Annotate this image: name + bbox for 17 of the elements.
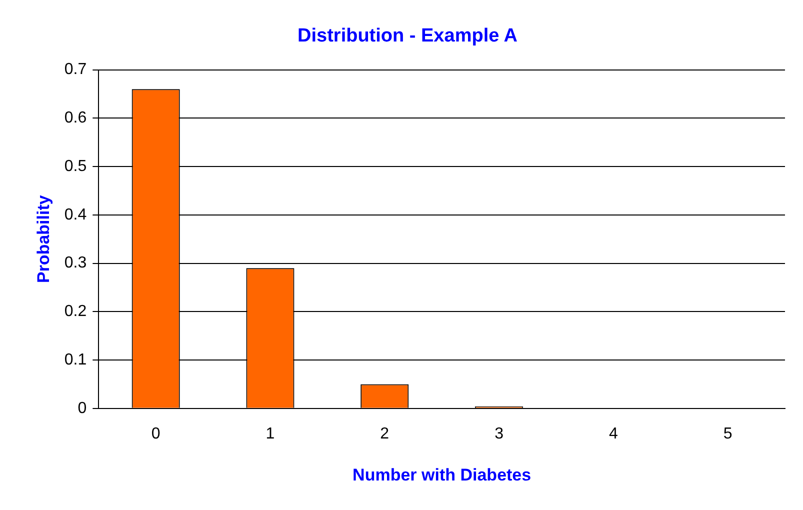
x-tick-label: 0 [151, 425, 160, 442]
y-tick-label: 0.7 [64, 61, 87, 78]
x-axis-title: Number with Diabetes [352, 465, 532, 484]
y-tick-label: 0.1 [64, 351, 87, 368]
x-tick-label: 1 [266, 425, 275, 442]
x-tick-label: 5 [723, 425, 732, 442]
x-tick-label: 4 [608, 425, 618, 442]
chart-title: Distribution - Example A [298, 26, 518, 47]
y-tick-label: 0 [78, 400, 87, 417]
y-tick-label: 0.6 [64, 110, 87, 127]
y-tick-label: 0.5 [64, 158, 87, 175]
x-tick-label: 2 [380, 425, 390, 442]
y-tick-label: 0.4 [64, 206, 87, 224]
y-tick-label: 0.2 [64, 303, 87, 320]
y-tick-label: 0.3 [64, 254, 87, 272]
x-tick-label: 3 [494, 425, 504, 442]
y-axis-title: Probability [34, 194, 53, 284]
